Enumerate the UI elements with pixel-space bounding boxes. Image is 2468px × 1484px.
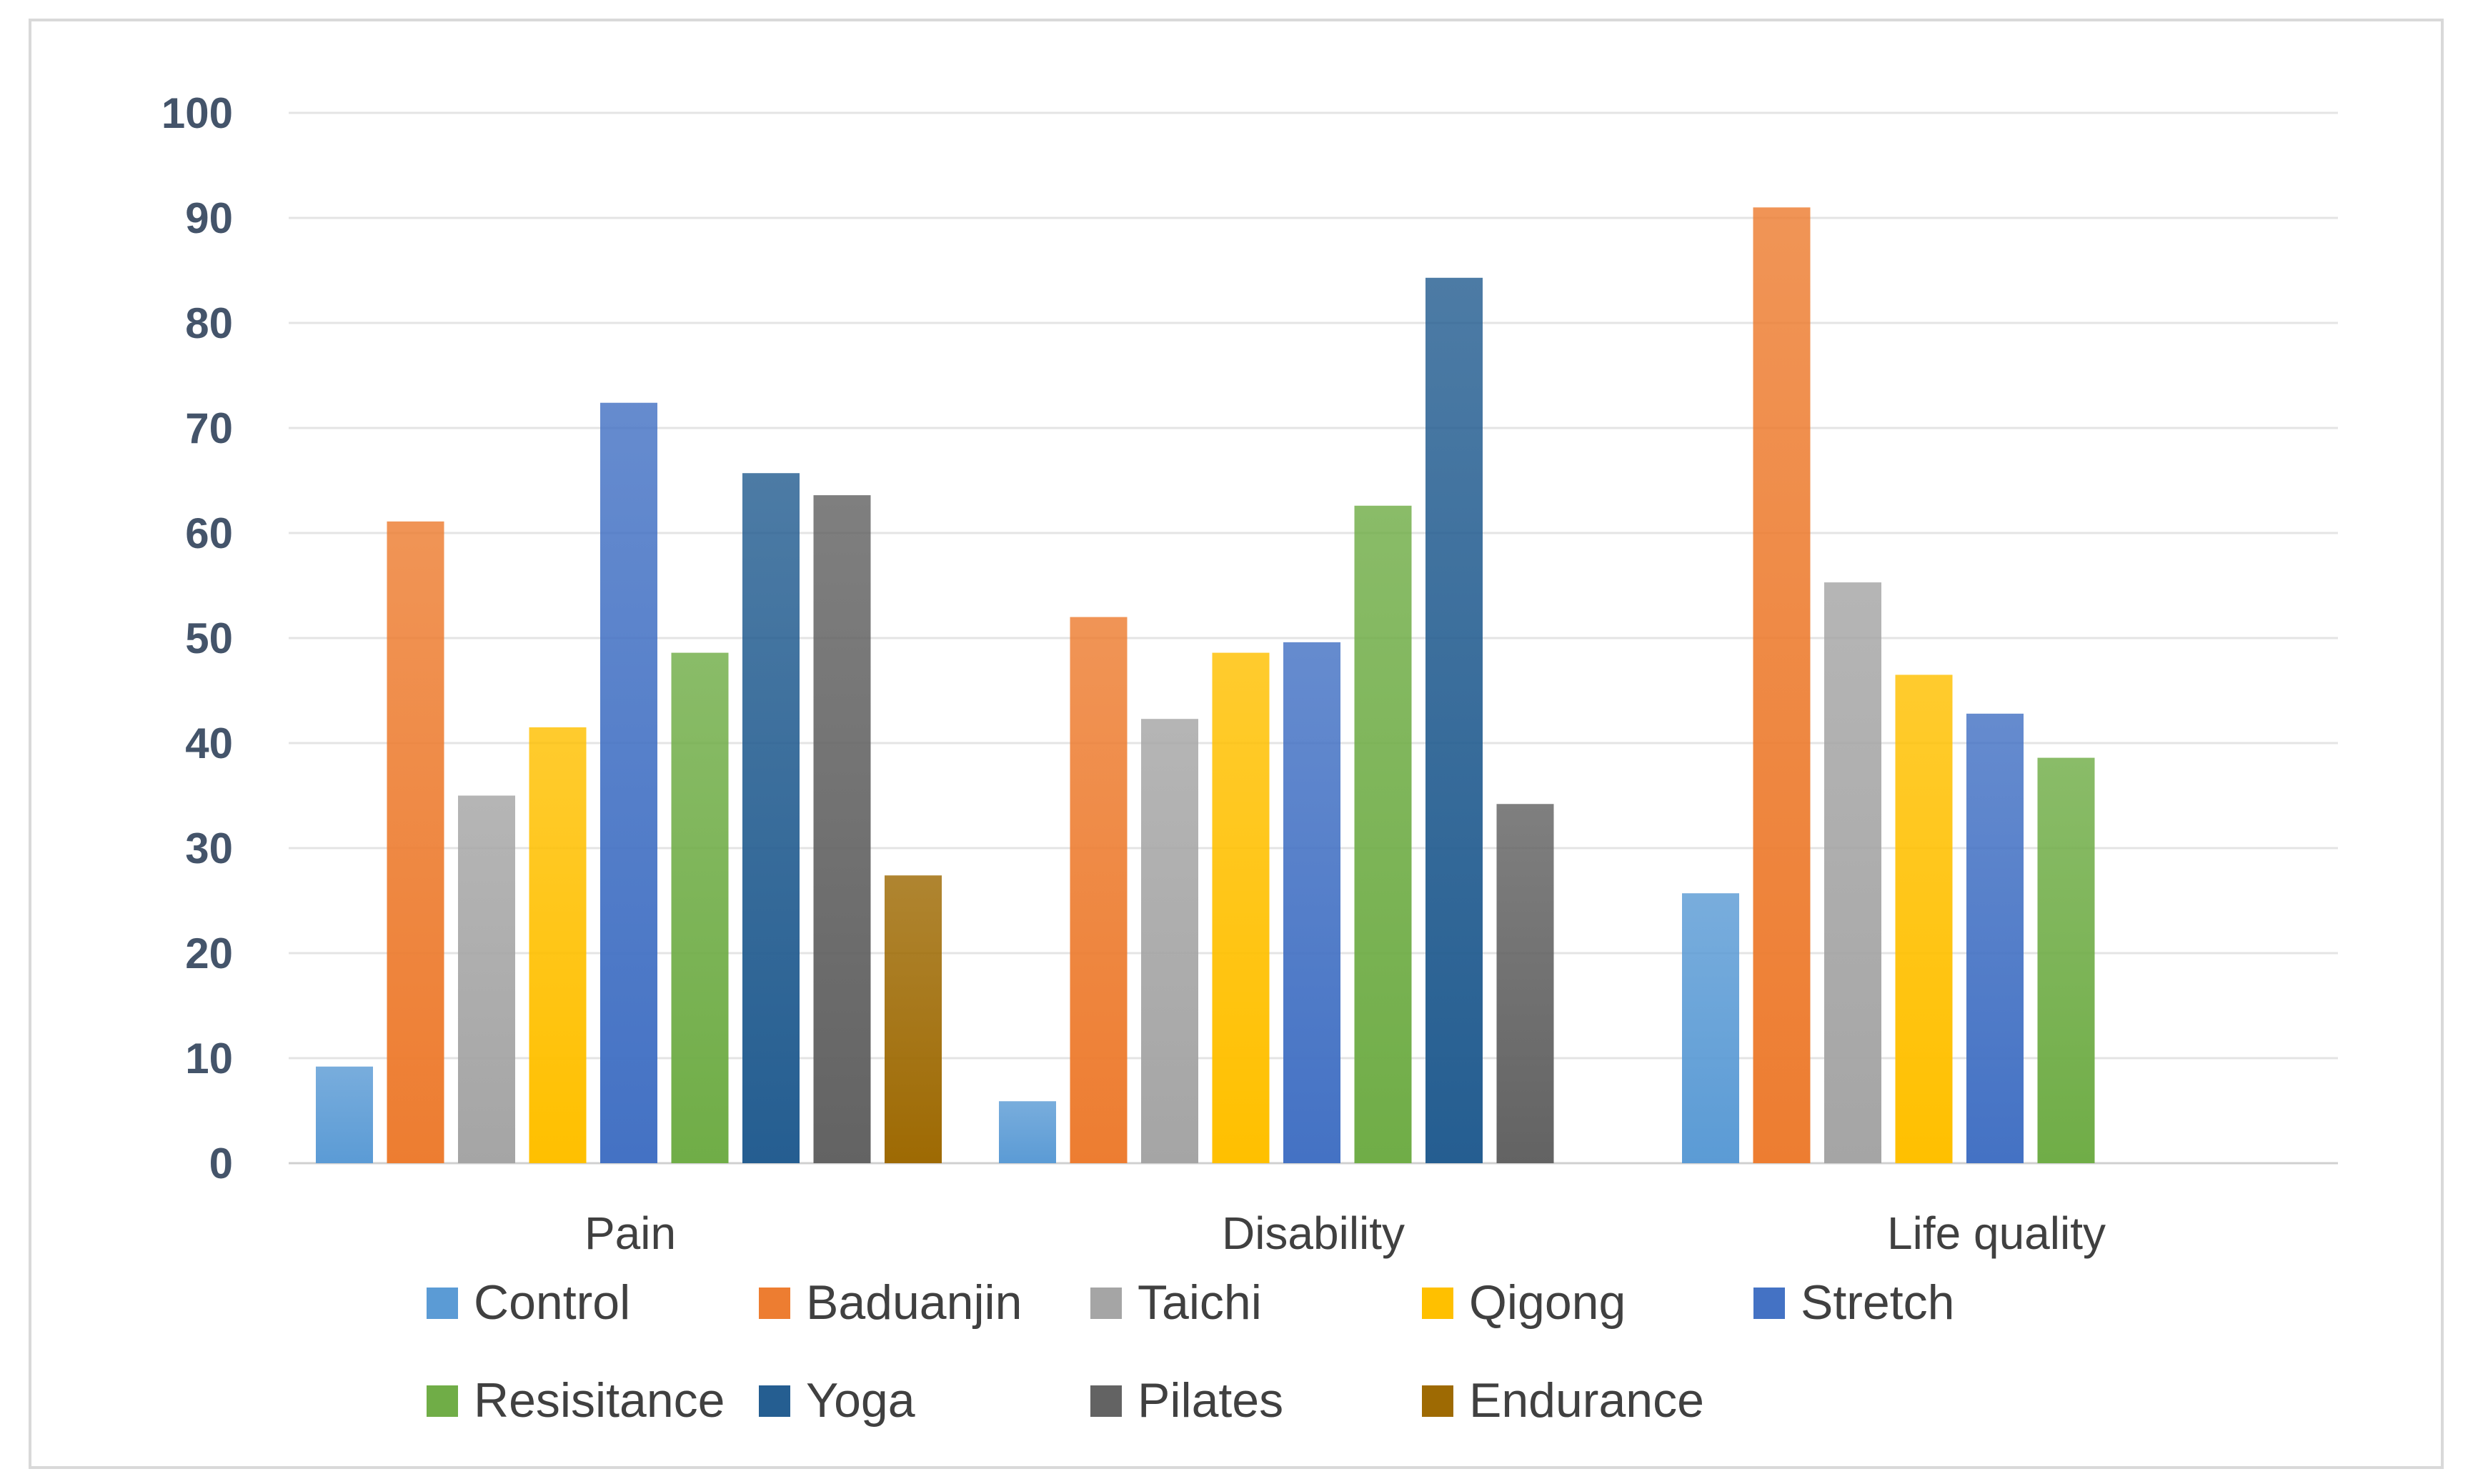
bar-pain-qigong bbox=[529, 727, 587, 1163]
legend-label-taichi: Taichi bbox=[1138, 1275, 1262, 1330]
y-tick-label-10: 10 bbox=[185, 1035, 233, 1082]
legend-swatch-taichi bbox=[1090, 1288, 1122, 1319]
bar-disability-control bbox=[999, 1101, 1056, 1163]
bar-pain-stretch bbox=[600, 402, 657, 1163]
legend-label-yoga: Yoga bbox=[806, 1373, 915, 1428]
legend-label-qigong: Qigong bbox=[1469, 1275, 1626, 1330]
bar-life-quality-baduanjin bbox=[1753, 207, 1811, 1163]
y-tick-label-80: 80 bbox=[185, 299, 233, 347]
bar-pain-resisitance bbox=[671, 652, 729, 1163]
legend-label-resisitance: Resisitance bbox=[474, 1373, 725, 1428]
legend: Control Baduanjin Taichi Qigong Stretch Resis… bbox=[427, 1275, 1954, 1428]
x-category-label-pain: Pain bbox=[584, 1207, 676, 1259]
x-category-label-disability: Disability bbox=[1222, 1207, 1405, 1259]
bar-pain-control bbox=[316, 1066, 373, 1163]
legend-swatch-pilates bbox=[1090, 1385, 1122, 1417]
bar-life-quality-control bbox=[1682, 893, 1739, 1163]
y-tick-label-50: 50 bbox=[185, 614, 233, 662]
legend-label-endurance: Endurance bbox=[1469, 1373, 1704, 1428]
bar-pain-taichi bbox=[458, 795, 515, 1163]
bar-life-quality-stretch bbox=[1966, 713, 2024, 1163]
y-tick-label-100: 100 bbox=[161, 89, 233, 137]
bar-disability-baduanjin bbox=[1070, 617, 1128, 1163]
y-tick-label-90: 90 bbox=[185, 194, 233, 242]
bars bbox=[316, 207, 2095, 1163]
legend-swatch-control bbox=[427, 1288, 458, 1319]
legend-label-pilates: Pilates bbox=[1138, 1373, 1283, 1428]
legend-label-stretch: Stretch bbox=[1801, 1275, 1954, 1330]
x-category-label-life-quality: Life quality bbox=[1887, 1207, 2106, 1259]
bar-pain-pilates bbox=[813, 495, 871, 1163]
bar-disability-pilates bbox=[1496, 804, 1554, 1163]
bar-disability-qigong bbox=[1212, 652, 1270, 1163]
y-tick-label-0: 0 bbox=[209, 1140, 233, 1187]
legend-label-baduanjin: Baduanjin bbox=[806, 1275, 1022, 1330]
legend-swatch-stretch bbox=[1753, 1288, 1785, 1319]
legend-swatch-yoga bbox=[759, 1385, 790, 1417]
y-tick-label-20: 20 bbox=[185, 930, 233, 977]
bar-life-quality-taichi bbox=[1824, 582, 1881, 1163]
bar-life-quality-qigong bbox=[1895, 674, 1953, 1163]
legend-swatch-endurance bbox=[1422, 1385, 1453, 1417]
bar-chart: 0 10 20 30 40 50 60 70 80 90 100 Pain Disability Life… bbox=[161, 89, 2338, 1428]
bar-life-quality-resisitance bbox=[2037, 757, 2095, 1163]
bar-disability-stretch bbox=[1283, 642, 1340, 1163]
bar-pain-baduanjin bbox=[387, 521, 444, 1163]
bar-pain-yoga bbox=[742, 473, 800, 1163]
legend-swatch-resisitance bbox=[427, 1385, 458, 1417]
axis-labels: 0 10 20 30 40 50 60 70 80 90 100 Pain Disability Life… bbox=[161, 89, 2106, 1259]
legend-label-control: Control bbox=[474, 1275, 630, 1330]
legend-swatch-baduanjin bbox=[759, 1288, 790, 1319]
bar-pain-endurance bbox=[885, 875, 942, 1163]
bar-disability-resisitance bbox=[1354, 505, 1412, 1163]
y-tick-label-70: 70 bbox=[185, 404, 233, 452]
y-tick-label-60: 60 bbox=[185, 509, 233, 557]
y-tick-label-30: 30 bbox=[185, 825, 233, 872]
legend-swatch-qigong bbox=[1422, 1288, 1453, 1319]
chart-frame: 0 10 20 30 40 50 60 70 80 90 100 Pain Disability Life… bbox=[29, 19, 2444, 1469]
bar-disability-yoga bbox=[1425, 277, 1483, 1163]
y-tick-label-40: 40 bbox=[185, 719, 233, 767]
bar-disability-taichi bbox=[1141, 719, 1198, 1163]
